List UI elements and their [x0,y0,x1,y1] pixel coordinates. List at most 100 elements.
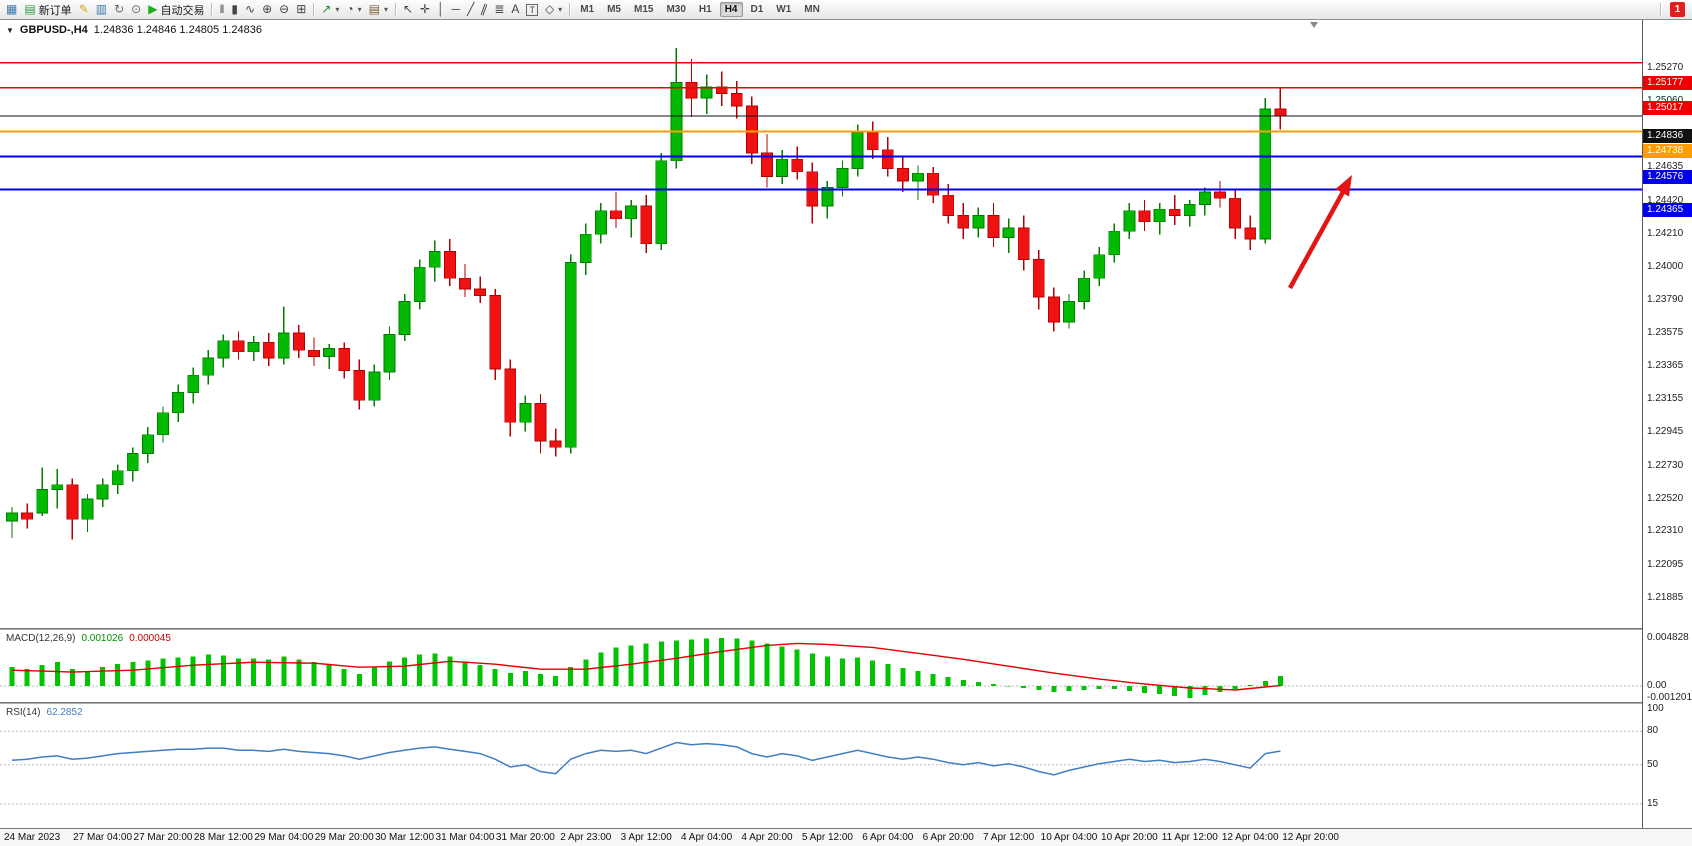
panel-splitter[interactable] [0,628,1692,630]
macd-label: MACD(12,26,9) 0.001026 0.000045 [6,633,171,644]
dropdown-arrow-icon[interactable]: ▾ [357,5,362,14]
panel-splitter[interactable] [0,702,1692,704]
trendline-button[interactable]: ╱ [464,1,477,18]
candle [292,325,305,359]
price-tick: 1.22095 [1647,559,1684,571]
text-button[interactable]: A [508,1,522,18]
cursor-button[interactable]: ↖ [400,1,416,18]
macd-histogram-bar [719,638,725,686]
price-axis[interactable]: 1.252701.250601.248451.246351.244201.242… [1642,20,1692,828]
timeframe-m15-button[interactable]: M15 [629,2,658,17]
candlestick-chart-button[interactable]: ▮ [228,1,241,18]
timeframe-d1-button[interactable]: D1 [746,2,769,17]
label-button[interactable]: T [523,1,541,18]
rsi-panel[interactable]: RSI(14) 62.2852 [0,704,1642,828]
candle [172,384,185,423]
time-axis[interactable]: 24 Mar 2023 27 Mar 04:00 27 Mar 20:00 28 Ma… [0,828,1692,846]
indicators-button[interactable]: ↗ ▾ [318,1,342,18]
candle [1153,203,1166,235]
price-chart-canvas[interactable] [0,20,1642,628]
timeframe-h1-button[interactable]: H1 [694,2,717,17]
time-label: 10 Apr 20:00 [1101,832,1158,843]
macd-histogram-bar [915,671,921,686]
periods-button[interactable]: ◔ ▾ [343,1,364,18]
metaeditor-button[interactable]: ✎ [76,1,92,18]
dropdown-arrow-icon[interactable]: ▾ [335,5,340,14]
timeframe-mn-button[interactable]: MN [799,2,825,17]
zoom-in-button[interactable]: ⊕ [259,1,275,18]
macd-histogram-bar [1187,686,1193,698]
tile-windows-icon: ⊞ [296,2,307,16]
time-label: 27 Mar 04:00 [73,832,133,843]
macd-histogram-bar [764,643,770,686]
time-label: 12 Apr 20:00 [1282,832,1339,843]
new-order-button[interactable]: ▤ 新订单 [21,1,74,18]
candle [111,464,124,495]
notification-badge[interactable]: 1 [1670,2,1685,17]
candle [428,240,441,282]
macd-histogram-bar [689,639,694,686]
macd-histogram-bar [402,657,408,686]
candle [398,293,411,341]
macd-histogram-bar [553,676,559,686]
tile-windows-button[interactable]: ⊞ [293,1,309,18]
line-chart-icon: ∿ [245,2,256,16]
timeframe-w1-button[interactable]: W1 [771,2,796,17]
vertical-line-button[interactable]: │ [434,1,448,18]
macd-canvas[interactable] [0,630,1642,702]
main-chart-panel[interactable]: ▼ GBPUSD-,H4 1.24836 1.24846 1.24805 1.2… [0,20,1642,628]
macd-histogram-bar [160,658,166,686]
print-icon: ▥ [95,2,108,16]
new-chart-button[interactable]: ▦ [3,1,20,18]
candle [1168,195,1181,225]
candle [595,203,607,244]
channel-button[interactable]: ∥ [478,1,490,18]
timeframe-m5-button[interactable]: M5 [602,2,626,17]
price-level-badge: 1.24738 [1643,144,1692,159]
candle [1048,287,1060,332]
candle [640,195,653,254]
chart-shift-marker[interactable] [1310,22,1318,28]
shapes-button[interactable]: ◇ ▾ [542,1,565,18]
autotrading-button[interactable]: ▶ 自动交易 [145,1,207,18]
macd-signal-value: 0.000045 [129,633,171,644]
candle [610,192,622,229]
snapshot-button[interactable]: ⊙ [128,1,144,18]
macd-value: 0.001026 [81,633,124,644]
candle [323,343,336,369]
horizontal-line-icon: ─ [451,2,461,16]
macd-histogram-bar [9,667,15,686]
line-chart-button[interactable]: ∿ [242,1,258,18]
candle [912,165,924,200]
macd-histogram-bar [371,667,377,686]
dropdown-arrow-icon[interactable]: ▾ [558,5,563,14]
timeframe-h4-button[interactable]: H4 [719,2,743,17]
fibonacci-button[interactable]: ≣ [491,1,507,18]
candle [202,350,215,385]
time-label: 4 Apr 20:00 [741,832,793,843]
horizontal-line-button[interactable]: ─ [449,1,464,18]
candle [851,124,864,177]
bar-chart-button[interactable]: ‖ [216,1,227,18]
candle [217,334,230,368]
refresh-button[interactable]: ↻ [111,1,127,18]
one-click-trading-arrow-icon[interactable]: ▼ [6,25,14,35]
time-label: 28 Mar 12:00 [193,832,253,843]
fibonacci-icon: ≣ [494,2,505,16]
zoom-out-button[interactable]: ⊖ [276,1,292,18]
candle [1274,87,1287,130]
candle [670,48,683,169]
macd-panel[interactable]: MACD(12,26,9) 0.001026 0.000045 [0,630,1642,702]
print-button[interactable]: ▥ [93,1,110,18]
timeframe-m1-button[interactable]: M1 [575,2,599,17]
crosshair-button[interactable]: ✛ [417,1,433,18]
rsi-canvas[interactable] [0,704,1642,828]
macd-histogram-bar [1006,686,1012,687]
dropdown-arrow-icon[interactable]: ▾ [383,5,388,14]
shapes-icon: ◇ [544,2,555,16]
macd-histogram-bar [69,669,75,686]
price-level-badge: 1.24576 [1643,169,1692,184]
timeframe-m30-button[interactable]: M30 [661,2,690,17]
templates-button[interactable]: ▤ ▾ [366,1,391,18]
trend-arrow[interactable] [1288,190,1345,290]
